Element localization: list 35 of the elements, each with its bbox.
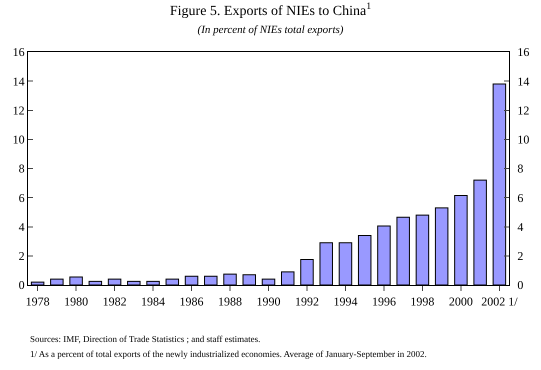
y-tick-label: 12 — [12, 103, 25, 118]
y-tick-label: 0 — [18, 278, 25, 292]
x-tick-label: 1986 — [180, 294, 204, 308]
source-note: Sources: IMF, Direction of Trade Statistics ; and staff estimates. — [30, 334, 260, 344]
y2-tick-label: 2 — [517, 249, 524, 264]
x-tick-label: 1996 — [372, 294, 396, 308]
y-tick-label: 2 — [18, 249, 25, 264]
y-tick-label: 16 — [12, 45, 25, 60]
x-tick-label: 2002 1/ — [481, 294, 518, 308]
x-tick-label: 2000 — [448, 294, 473, 308]
x-tick-label: 1992 — [294, 294, 319, 308]
y2-tick-label: 10 — [517, 132, 530, 147]
y-tick-label: 6 — [18, 190, 25, 205]
x-tick-label: 1980 — [64, 294, 88, 308]
y-tick-label: 10 — [12, 132, 25, 147]
x-tick-label: 1978 — [26, 294, 50, 308]
y2-tick-label: 16 — [517, 45, 530, 60]
chart-subtitle: (In percent of NIEs total exports) — [198, 24, 344, 36]
y2-tick-label: 0 — [517, 278, 524, 292]
y2-tick-label: 8 — [517, 162, 524, 176]
x-tick-label: 1982 — [102, 294, 127, 308]
chart-title: Figure 5. Exports of NIEs to China$^{1}$ — [170, 0, 372, 19]
y2-tick-label: 12 — [517, 103, 530, 118]
y-tick-label: 8 — [18, 162, 25, 176]
text: 1/ As a percent of total exports of the newly industrialized economies. Average of January-September in 2002. — [30, 349, 427, 359]
y-tick-label: 4 — [18, 220, 25, 234]
y2-tick-label: 6 — [517, 190, 524, 205]
y-tick-label: 14 — [12, 74, 25, 88]
x-tick-label: 1998 — [410, 294, 434, 308]
x-tick-label: 1994 — [333, 294, 358, 308]
x-tick-label: 1990 — [256, 294, 280, 308]
y2-tick-label: 4 — [517, 220, 524, 234]
x-tick-label: 1988 — [218, 294, 242, 308]
y2-tick-label: 14 — [517, 74, 530, 88]
x-tick-label: 1984 — [141, 294, 166, 308]
